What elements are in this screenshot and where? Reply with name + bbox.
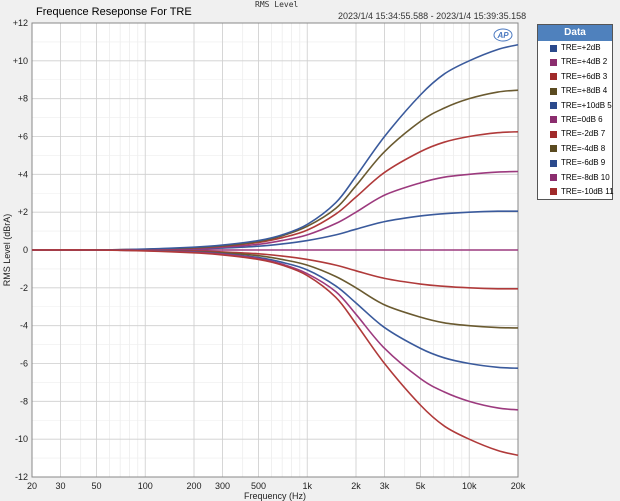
- y-tick-label: +2: [18, 207, 28, 217]
- y-tick-label: +6: [18, 132, 28, 142]
- y-tick-label: +4: [18, 169, 28, 179]
- legend-swatch: [550, 102, 557, 110]
- legend-label: TRE=0dB 6: [561, 114, 603, 124]
- legend-label: TRE=+6dB 3: [561, 71, 608, 81]
- legend-label: TRE=+10dB 5: [561, 100, 612, 110]
- y-axis-label: RMS Level (dBrA): [2, 214, 12, 287]
- legend-swatch: [550, 174, 557, 182]
- legend-swatch: [550, 87, 557, 95]
- legend-item: TRE=-6dB 9: [538, 156, 612, 170]
- x-tick-label: 30: [56, 481, 66, 491]
- legend-label: TRE=+2dB: [561, 43, 601, 52]
- y-tick-label: -8: [20, 396, 28, 406]
- legend-item: TRE=+2dB: [538, 41, 612, 55]
- legend-label: TRE=+4dB 2: [561, 57, 608, 67]
- legend-swatch: [550, 58, 557, 66]
- legend-swatch: [550, 159, 557, 167]
- legend: Data TRE=+2dB TRE=+4dB 2 TRE=+6dB 3 TRE=+8d…: [537, 24, 614, 201]
- x-tick-label: 50: [91, 481, 101, 491]
- legend-item: TRE=0dB 6: [538, 113, 612, 127]
- measurement-label: RMS Level: [255, 0, 299, 9]
- legend-label: TRE=-10dB 11: [561, 186, 614, 196]
- x-tick-label: 2k: [351, 481, 361, 491]
- legend-label: TRE=-4dB 8: [561, 143, 606, 153]
- legend-item: TRE=+4dB 2: [538, 55, 612, 69]
- legend-label: TRE=+8dB 4: [561, 86, 608, 96]
- y-tick-label: +8: [18, 94, 28, 104]
- legend-swatch: [550, 44, 557, 52]
- x-tick-label: 500: [251, 481, 266, 491]
- legend-label: TRE=-6dB 9: [561, 158, 606, 168]
- x-tick-label: 20: [27, 481, 37, 491]
- time-range: 2023/1/4 15:34:55.588 - 2023/1/4 15:39:3…: [338, 11, 527, 21]
- x-tick-label: 3k: [380, 481, 390, 491]
- legend-item: TRE=-4dB 8: [538, 142, 612, 156]
- y-tick-label: -10: [15, 434, 28, 444]
- legend-item: TRE=+6dB 3: [538, 70, 612, 84]
- legend-swatch: [550, 73, 557, 81]
- x-axis-label: Frequency (Hz): [244, 491, 306, 501]
- y-tick-label: -12: [15, 472, 28, 482]
- y-tick-label: -4: [20, 321, 28, 331]
- legend-item: TRE=-10dB 11: [538, 185, 614, 199]
- x-tick-label: 100: [138, 481, 153, 491]
- x-tick-label: 300: [215, 481, 230, 491]
- legend-item: TRE=-8dB 10: [538, 171, 612, 185]
- legend-item: TRE=+8dB 4: [538, 84, 612, 98]
- legend-swatch: [550, 116, 557, 124]
- ap-logo-text: AP: [496, 31, 509, 40]
- y-tick-label: -2: [20, 283, 28, 293]
- x-tick-label: 200: [186, 481, 201, 491]
- ap-logo-icon: [493, 28, 513, 42]
- y-tick-label: +12: [13, 18, 28, 28]
- legend-swatch: [550, 145, 557, 153]
- legend-swatch: [550, 188, 557, 196]
- chart-title: Frequence Reseponse For TRE: [36, 6, 192, 18]
- x-tick-label: 1k: [302, 481, 312, 491]
- y-tick-label: -6: [20, 359, 28, 369]
- legend-label: TRE=-8dB 10: [561, 172, 610, 182]
- series-line: [31, 43, 519, 251]
- x-tick-label: 20k: [511, 481, 526, 491]
- legend-label: TRE=-2dB 7: [561, 129, 606, 139]
- x-tick-label: 10k: [462, 481, 477, 491]
- legend-item: TRE=+10dB 5: [538, 99, 612, 113]
- y-tick-label: 0: [23, 245, 28, 255]
- series-line: [31, 249, 519, 457]
- y-tick-label: +10: [13, 56, 28, 66]
- legend-swatch: [550, 130, 557, 138]
- x-tick-label: 5k: [416, 481, 426, 491]
- legend-title: Data: [538, 25, 612, 41]
- legend-item: TRE=-2dB 7: [538, 127, 612, 141]
